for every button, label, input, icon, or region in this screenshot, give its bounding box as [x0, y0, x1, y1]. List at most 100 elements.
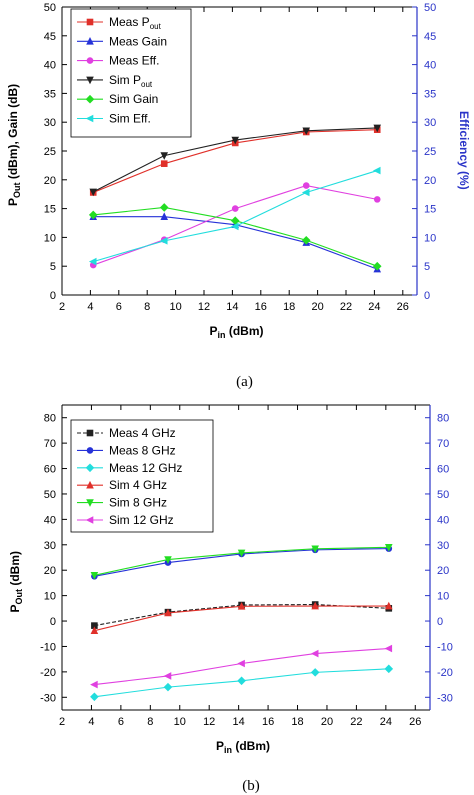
- y-tick-label: 20: [44, 175, 56, 187]
- legend-marker: [86, 18, 94, 26]
- y-tick-label: 60: [44, 464, 56, 476]
- legend: Meas 4 GHz Meas 8 GHz Meas 12 GHz Sim 4 GHz…: [70, 419, 214, 533]
- legend: Meas Pout Meas Gain Meas Eff. Sim Pout Sim G…: [70, 8, 192, 138]
- legend-label: Sim Eff.: [109, 112, 151, 126]
- data-point: [384, 664, 394, 674]
- legend-marker: [86, 447, 94, 454]
- x-tick-label: 12: [203, 716, 215, 728]
- y-tick-label: 20: [44, 565, 56, 577]
- y-tick-label: 30: [44, 117, 56, 129]
- y2-tick-label: 25: [424, 146, 436, 158]
- y-tick-label: 5: [50, 261, 56, 273]
- legend-marker: [86, 429, 94, 437]
- data-point: [89, 188, 98, 197]
- y2-tick-label: 30: [424, 117, 436, 129]
- legend-label: Sim Gain: [109, 92, 158, 106]
- legend-marker: [86, 499, 94, 507]
- data-point: [160, 212, 169, 220]
- x-tick-label: 4: [87, 301, 93, 313]
- data-point: [163, 682, 173, 692]
- y2-tick-label: 70: [437, 438, 449, 450]
- y2-tick-label: 10: [424, 232, 436, 244]
- data-point: [231, 136, 240, 145]
- data-point: [91, 622, 98, 629]
- data-point: [301, 188, 310, 197]
- legend-marker: [85, 94, 95, 104]
- data-point: [237, 659, 245, 668]
- x-tick-label: 2: [59, 301, 65, 313]
- legend-marker: [86, 37, 94, 45]
- y-tick-label: 30: [44, 540, 56, 552]
- y-tick-label: 0: [50, 616, 56, 628]
- legend-box: [70, 8, 192, 138]
- x-tick-label: 6: [116, 301, 122, 313]
- x-tick-label: 10: [174, 716, 186, 728]
- data-point: [90, 626, 99, 634]
- y2-tick-label: 45: [424, 31, 436, 43]
- series-sim-4-ghz: [90, 601, 393, 634]
- y-axis-label: POut (dBm), Gain (dB): [6, 84, 22, 206]
- y2-tick-label: 0: [437, 616, 443, 628]
- y-tick-label: 0: [50, 290, 56, 302]
- data-point: [164, 556, 172, 564]
- legend-marker: [86, 57, 94, 64]
- y-tick-label: 40: [44, 514, 56, 526]
- series-sim-12-ghz: [90, 644, 393, 689]
- y2-tick-label: 60: [437, 464, 449, 476]
- data-point: [160, 152, 169, 160]
- y2-tick-label: 50: [437, 489, 449, 501]
- y-tick-label: 25: [44, 146, 56, 158]
- legend-label: Meas 4 GHz: [109, 426, 176, 440]
- data-point: [310, 649, 319, 658]
- data-point: [372, 261, 382, 271]
- x-tick-label: 2: [59, 716, 65, 728]
- x-tick-label: 8: [147, 716, 153, 728]
- data-point: [302, 182, 310, 189]
- y-tick-label: 15: [44, 204, 56, 216]
- y2-tick-label: 50: [424, 2, 436, 14]
- y2-tick-label: 15: [424, 204, 436, 216]
- data-point: [230, 216, 240, 225]
- y-axis-label: POut (dBm): [8, 551, 24, 613]
- x-tick-label: 26: [397, 301, 409, 313]
- y-tick-label: 50: [44, 2, 56, 14]
- legend-marker: [85, 114, 94, 123]
- data-point: [384, 544, 393, 552]
- y-tick-label: 80: [44, 413, 56, 425]
- data-point: [230, 222, 239, 231]
- legend-label: Meas Pout: [109, 15, 162, 31]
- data-point: [373, 124, 382, 133]
- y-tick-label: 35: [44, 88, 56, 100]
- legend-marker: [86, 480, 94, 489]
- x-tick-label: 12: [198, 301, 210, 313]
- data-point: [373, 196, 381, 203]
- x-tick-label: 22: [350, 716, 362, 728]
- data-point: [237, 676, 246, 686]
- y-tick-label: 40: [44, 60, 56, 72]
- y2-tick-label: 40: [437, 514, 449, 526]
- series-line: [94, 605, 389, 632]
- x-tick-label: 22: [340, 301, 352, 313]
- x-axis-label: Pin (dBm): [216, 739, 270, 755]
- data-point: [88, 257, 97, 266]
- y2-axis-label: Efficiency (%): [457, 111, 471, 190]
- legend-box: [70, 419, 214, 533]
- legend-label: Meas Gain: [109, 34, 167, 48]
- series-meas-12-ghz: [90, 664, 394, 702]
- legend-marker: [86, 76, 94, 85]
- data-point: [384, 601, 393, 610]
- legend-label: Meas 8 GHz: [109, 443, 176, 457]
- x-tick-label: 8: [144, 301, 150, 313]
- caption-a: (a): [236, 374, 253, 390]
- data-point: [159, 237, 168, 245]
- y2-tick-label: -30: [437, 692, 453, 704]
- legend-label: Meas 12 GHz: [109, 461, 182, 475]
- x-tick-label: 24: [380, 716, 392, 728]
- legend-label: Meas Eff.: [109, 54, 159, 68]
- legend-label: Sim 4 GHz: [109, 478, 167, 492]
- legend-marker: [85, 463, 95, 473]
- series-sim-pout: [89, 124, 382, 197]
- x-tick-label: 18: [283, 301, 295, 313]
- y2-tick-label: 10: [437, 591, 449, 603]
